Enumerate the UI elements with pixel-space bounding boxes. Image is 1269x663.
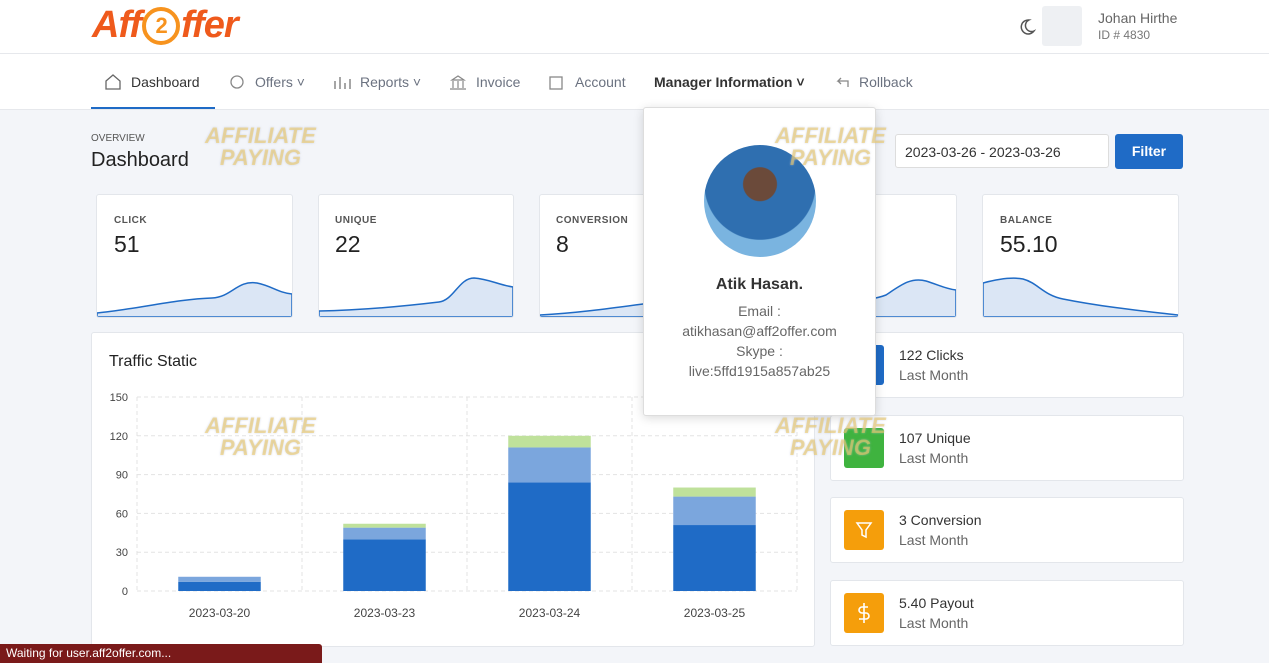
watermark: AFFILIATE PAYING [205, 415, 316, 459]
manager-email: atikhasan@aff2offer.com [682, 323, 837, 339]
sparkline [983, 277, 1178, 317]
manager-avatar [704, 145, 816, 257]
bar-segment [673, 525, 756, 591]
manager-popup: Atik Hasan. Email : atikhasan@aff2offer.… [643, 107, 876, 416]
bar-segment [508, 447, 591, 483]
watermark-text: PAYING [789, 145, 871, 170]
stat-label: BALANCE [1000, 215, 1053, 226]
y-tick-label: 90 [116, 470, 128, 482]
stat-value: 22 [335, 231, 361, 257]
summary-card: 5.40 Payout Last Month [830, 580, 1184, 646]
summary-card: 107 Unique Last Month [830, 415, 1184, 481]
summary-subtitle: Last Month [899, 367, 969, 383]
user-name: Johan Hirthe [1098, 10, 1178, 26]
x-tick-label: 2023-03-23 [354, 606, 416, 620]
summary-title: 3 Conversion [899, 512, 982, 528]
bar-segment [178, 581, 261, 591]
watermark-text: AFFILIATE [205, 123, 316, 148]
summary-card: 3 Conversion Last Month [830, 497, 1184, 563]
chart: 0 30 60 90 120 150 2023-03-20 2023-03-23 2023-03… [110, 392, 798, 620]
nav-item[interactable]: Dashboard [131, 74, 200, 90]
bar-segment [673, 496, 756, 526]
manager-skype-label: Skype : [736, 343, 783, 359]
nav-item[interactable]: Reports ˅ [360, 74, 422, 90]
logo[interactable]: Aff 2 ffer [92, 4, 239, 47]
watermark-text: AFFILIATE [775, 123, 886, 148]
watermark: AFFILIATE PAYING [775, 125, 886, 169]
stat-value: 51 [114, 231, 140, 257]
stat-value: 55.10 [1000, 231, 1058, 257]
nav-bar: Dashboard Offers ˅ Reports ˅ Invoice Acc… [0, 54, 1269, 110]
watermark-text: PAYING [789, 435, 871, 460]
nav-label: Manager Information [654, 74, 793, 90]
date-range-input[interactable]: 2023-03-26 - 2023-03-26 [895, 134, 1109, 168]
status-bar: Waiting for user.aff2offer.com... [0, 644, 322, 663]
bar-segment [343, 523, 426, 528]
summary-icon [844, 510, 884, 550]
nav-item[interactable]: Manager Information ˅ [654, 74, 805, 90]
logo-text: ffer [181, 4, 239, 46]
watermark-text: AFFILIATE [775, 413, 886, 438]
y-tick-label: 150 [110, 392, 128, 404]
x-tick-label: 2023-03-20 [189, 606, 251, 620]
x-tick-label: 2023-03-24 [519, 606, 581, 620]
y-tick-label: 0 [122, 586, 128, 598]
x-tick-label: 2023-03-25 [684, 606, 746, 620]
nav-item[interactable]: Offers ˅ [255, 74, 305, 90]
stat-label: CLICK [114, 215, 148, 226]
summary-title: 122 Clicks [899, 347, 964, 363]
theme-toggle[interactable] [1016, 17, 1036, 37]
manager-email-label: Email : [738, 303, 781, 319]
user-avatar[interactable] [1042, 6, 1082, 46]
chart-title: Traffic Static [109, 353, 198, 370]
nav-label: Reports [360, 74, 410, 90]
bar-segment [178, 576, 261, 582]
stat-value: 8 [556, 231, 569, 257]
stat-label: CONVERSION [556, 215, 629, 226]
header: Aff 2 ffer Johan Hirthe ID # 4830 [0, 0, 1269, 54]
y-tick-label: 30 [116, 547, 128, 559]
watermark: AFFILIATE PAYING [205, 125, 316, 169]
summary-icon [844, 593, 884, 633]
nav-icons [105, 74, 849, 90]
nav-label: Offers [255, 74, 293, 90]
y-tick-label: 60 [116, 508, 128, 520]
summary-title: 107 Unique [899, 430, 971, 446]
stat-label: UNIQUE [335, 215, 377, 226]
bar-segment [343, 527, 426, 540]
summary-title: 5.40 Payout [899, 595, 974, 611]
manager-name: Atik Hasan. [715, 276, 804, 293]
watermark-text: AFFILIATE [205, 413, 316, 438]
bar-segment [343, 539, 426, 591]
overview-label: OVERVIEW [91, 133, 145, 144]
stat-card: CLICK 51 [96, 194, 293, 318]
page-title: Dashboard [91, 149, 189, 171]
logo-mark: 2 [142, 7, 181, 45]
nav-active-indicator [91, 107, 215, 109]
bar-segment [508, 482, 591, 591]
y-tick-label: 120 [110, 431, 128, 443]
summary-subtitle: Last Month [899, 532, 969, 548]
stat-card: UNIQUE 22 [318, 194, 514, 318]
summary-icon [844, 428, 884, 468]
manager-skype: live:5ffd1915a857ab25 [688, 363, 831, 379]
summary-card: 122 Clicks Last Month [830, 332, 1184, 398]
watermark: AFFILIATE PAYING [775, 415, 886, 459]
user-id: ID # 4830 [1098, 28, 1151, 42]
nav-item[interactable]: Rollback [859, 74, 913, 90]
nav-item[interactable]: Account [575, 74, 626, 90]
stat-card: BALANCE 55.10 [982, 194, 1179, 318]
bar-segment [673, 487, 756, 497]
summary-subtitle: Last Month [899, 615, 969, 631]
sparkline [319, 277, 513, 317]
bar-segment [508, 435, 591, 448]
sparkline [97, 281, 292, 317]
watermark-text: PAYING [219, 435, 301, 460]
watermark-text: PAYING [219, 145, 301, 170]
logo-text: Aff [92, 4, 142, 46]
summary-subtitle: Last Month [899, 450, 969, 466]
nav-item[interactable]: Invoice [476, 74, 521, 90]
filter-button[interactable]: Filter [1115, 134, 1183, 169]
